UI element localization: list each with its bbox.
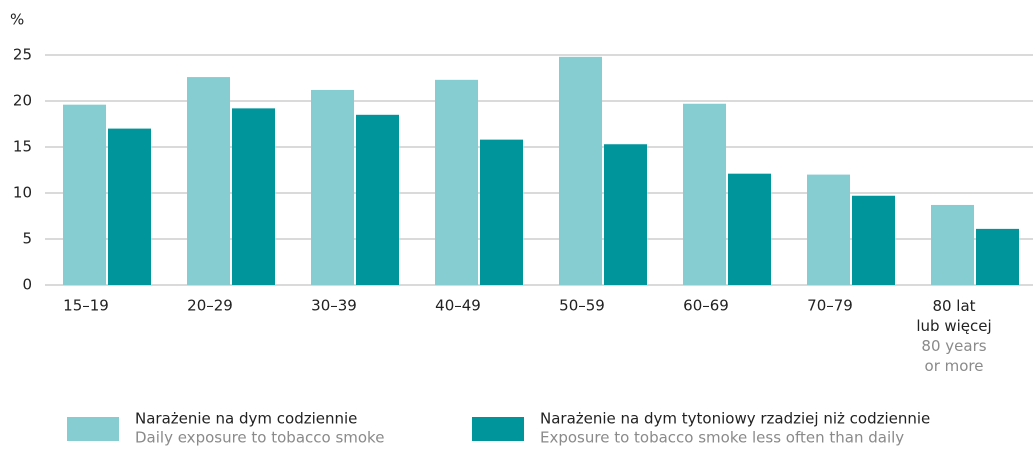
bar <box>63 104 106 286</box>
y-tick-label: 10 <box>13 184 32 202</box>
bar <box>852 195 895 285</box>
legend-label: Narażenie na dym codziennie <box>135 410 357 428</box>
x-tick-translation: 80 years or more <box>921 337 986 375</box>
bar <box>356 114 399 285</box>
x-tick-label: 50–59 <box>559 297 605 315</box>
y-tick-label: 20 <box>13 92 32 110</box>
x-tick-label: 20–29 <box>187 297 233 315</box>
bar <box>728 173 771 285</box>
bar <box>108 128 151 285</box>
x-tick-label: 15–19 <box>63 297 109 315</box>
bar <box>683 103 726 285</box>
y-tick-label: 15 <box>13 138 32 156</box>
x-tick-label: 80 lat lub więcej <box>916 297 991 335</box>
bar <box>480 139 523 285</box>
bar <box>976 228 1019 285</box>
legend-swatch <box>67 417 119 441</box>
legend-label-translation: Exposure to tobacco smoke less often tha… <box>540 429 904 447</box>
bar <box>559 56 602 286</box>
y-tick-label: 0 <box>22 276 32 294</box>
bar <box>604 144 647 285</box>
y-tick-label: 5 <box>22 230 32 248</box>
x-tick-label: 30–39 <box>311 297 357 315</box>
bar <box>807 174 850 285</box>
bar <box>931 204 974 285</box>
x-tick-label: 40–49 <box>435 297 481 315</box>
x-tick-label: 60–69 <box>683 297 729 315</box>
bar <box>311 89 354 286</box>
bar <box>435 79 478 285</box>
legend-label-translation: Daily exposure to tobacco smoke <box>135 429 384 447</box>
y-axis-label: % <box>10 11 24 29</box>
y-tick-label: 25 <box>13 46 32 64</box>
legend-swatch <box>472 417 524 441</box>
legend-label: Narażenie na dym tytoniowy rzadziej niż … <box>540 410 930 428</box>
bar <box>187 77 230 285</box>
bar <box>232 108 275 285</box>
x-tick-label: 70–79 <box>807 297 853 315</box>
